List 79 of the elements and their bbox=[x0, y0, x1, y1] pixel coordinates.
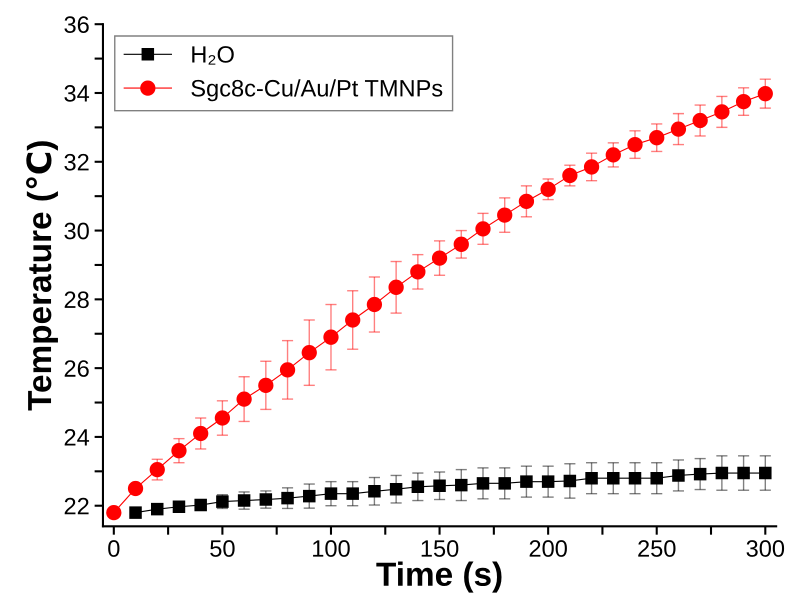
point bbox=[302, 345, 317, 360]
point bbox=[410, 264, 426, 280]
point bbox=[280, 362, 296, 378]
x-tick-label: 100 bbox=[313, 540, 350, 557]
x-tick-label: 0 bbox=[108, 540, 120, 557]
point bbox=[714, 104, 730, 120]
point bbox=[585, 472, 598, 484]
point bbox=[194, 498, 207, 512]
x-tick-label: 150 bbox=[422, 540, 458, 557]
point bbox=[650, 472, 663, 484]
y-axis-title: Temperature (℃) bbox=[26, 141, 58, 411]
point bbox=[518, 194, 534, 209]
point bbox=[390, 482, 402, 496]
point bbox=[129, 506, 142, 519]
y-tick-label: 30 bbox=[64, 222, 89, 240]
legend-label: Sgc8c-Cu/Au/Pt TMNPs bbox=[191, 79, 442, 102]
point bbox=[368, 485, 381, 498]
point bbox=[172, 500, 186, 513]
x-tick-label: 200 bbox=[530, 540, 567, 557]
point bbox=[736, 94, 752, 110]
point bbox=[214, 410, 230, 426]
point bbox=[281, 492, 294, 504]
point bbox=[345, 312, 360, 328]
y-tick-label: 22 bbox=[64, 498, 89, 514]
point bbox=[692, 112, 708, 128]
point bbox=[737, 466, 750, 480]
point bbox=[716, 466, 728, 480]
point bbox=[759, 466, 772, 480]
point bbox=[238, 494, 250, 507]
legend-label: H₂O bbox=[192, 46, 234, 65]
point bbox=[520, 475, 533, 488]
point bbox=[150, 462, 165, 478]
point bbox=[454, 236, 469, 252]
point bbox=[562, 168, 578, 184]
x-tick-label: 50 bbox=[210, 540, 235, 557]
x-tick-label: 250 bbox=[638, 540, 676, 557]
y-tick-label: 32 bbox=[64, 154, 89, 171]
point bbox=[476, 477, 490, 490]
point bbox=[106, 504, 122, 520]
point bbox=[193, 426, 208, 442]
point bbox=[564, 474, 576, 488]
point bbox=[540, 182, 556, 197]
point bbox=[758, 86, 773, 102]
point bbox=[433, 480, 446, 492]
point bbox=[584, 159, 600, 175]
point bbox=[607, 472, 620, 484]
point bbox=[694, 468, 706, 480]
point bbox=[542, 475, 554, 488]
point bbox=[455, 478, 468, 492]
point bbox=[388, 280, 404, 295]
point bbox=[346, 487, 359, 500]
y-tick-label: 34 bbox=[64, 85, 90, 102]
point bbox=[497, 207, 512, 223]
point bbox=[627, 136, 643, 152]
point bbox=[303, 490, 316, 502]
point bbox=[412, 480, 424, 494]
x-tick-label: 300 bbox=[746, 540, 784, 557]
point bbox=[366, 296, 382, 312]
point bbox=[151, 502, 164, 516]
point bbox=[498, 477, 511, 490]
x-axis-title: Time (s) bbox=[376, 562, 502, 593]
point bbox=[432, 250, 448, 266]
point bbox=[236, 391, 252, 407]
y-tick-label: 24 bbox=[64, 428, 90, 446]
point bbox=[171, 443, 187, 458]
point bbox=[260, 493, 272, 506]
y-tick-label: 36 bbox=[64, 16, 89, 33]
point bbox=[323, 330, 339, 345]
point bbox=[672, 469, 685, 482]
point bbox=[649, 130, 664, 146]
point bbox=[670, 121, 686, 137]
point bbox=[475, 221, 491, 236]
y-tick-label: 28 bbox=[64, 291, 89, 308]
point bbox=[324, 487, 338, 500]
point bbox=[128, 480, 144, 496]
point bbox=[606, 147, 621, 163]
point bbox=[258, 378, 274, 393]
point bbox=[628, 472, 642, 484]
y-tick-label: 26 bbox=[64, 360, 89, 377]
